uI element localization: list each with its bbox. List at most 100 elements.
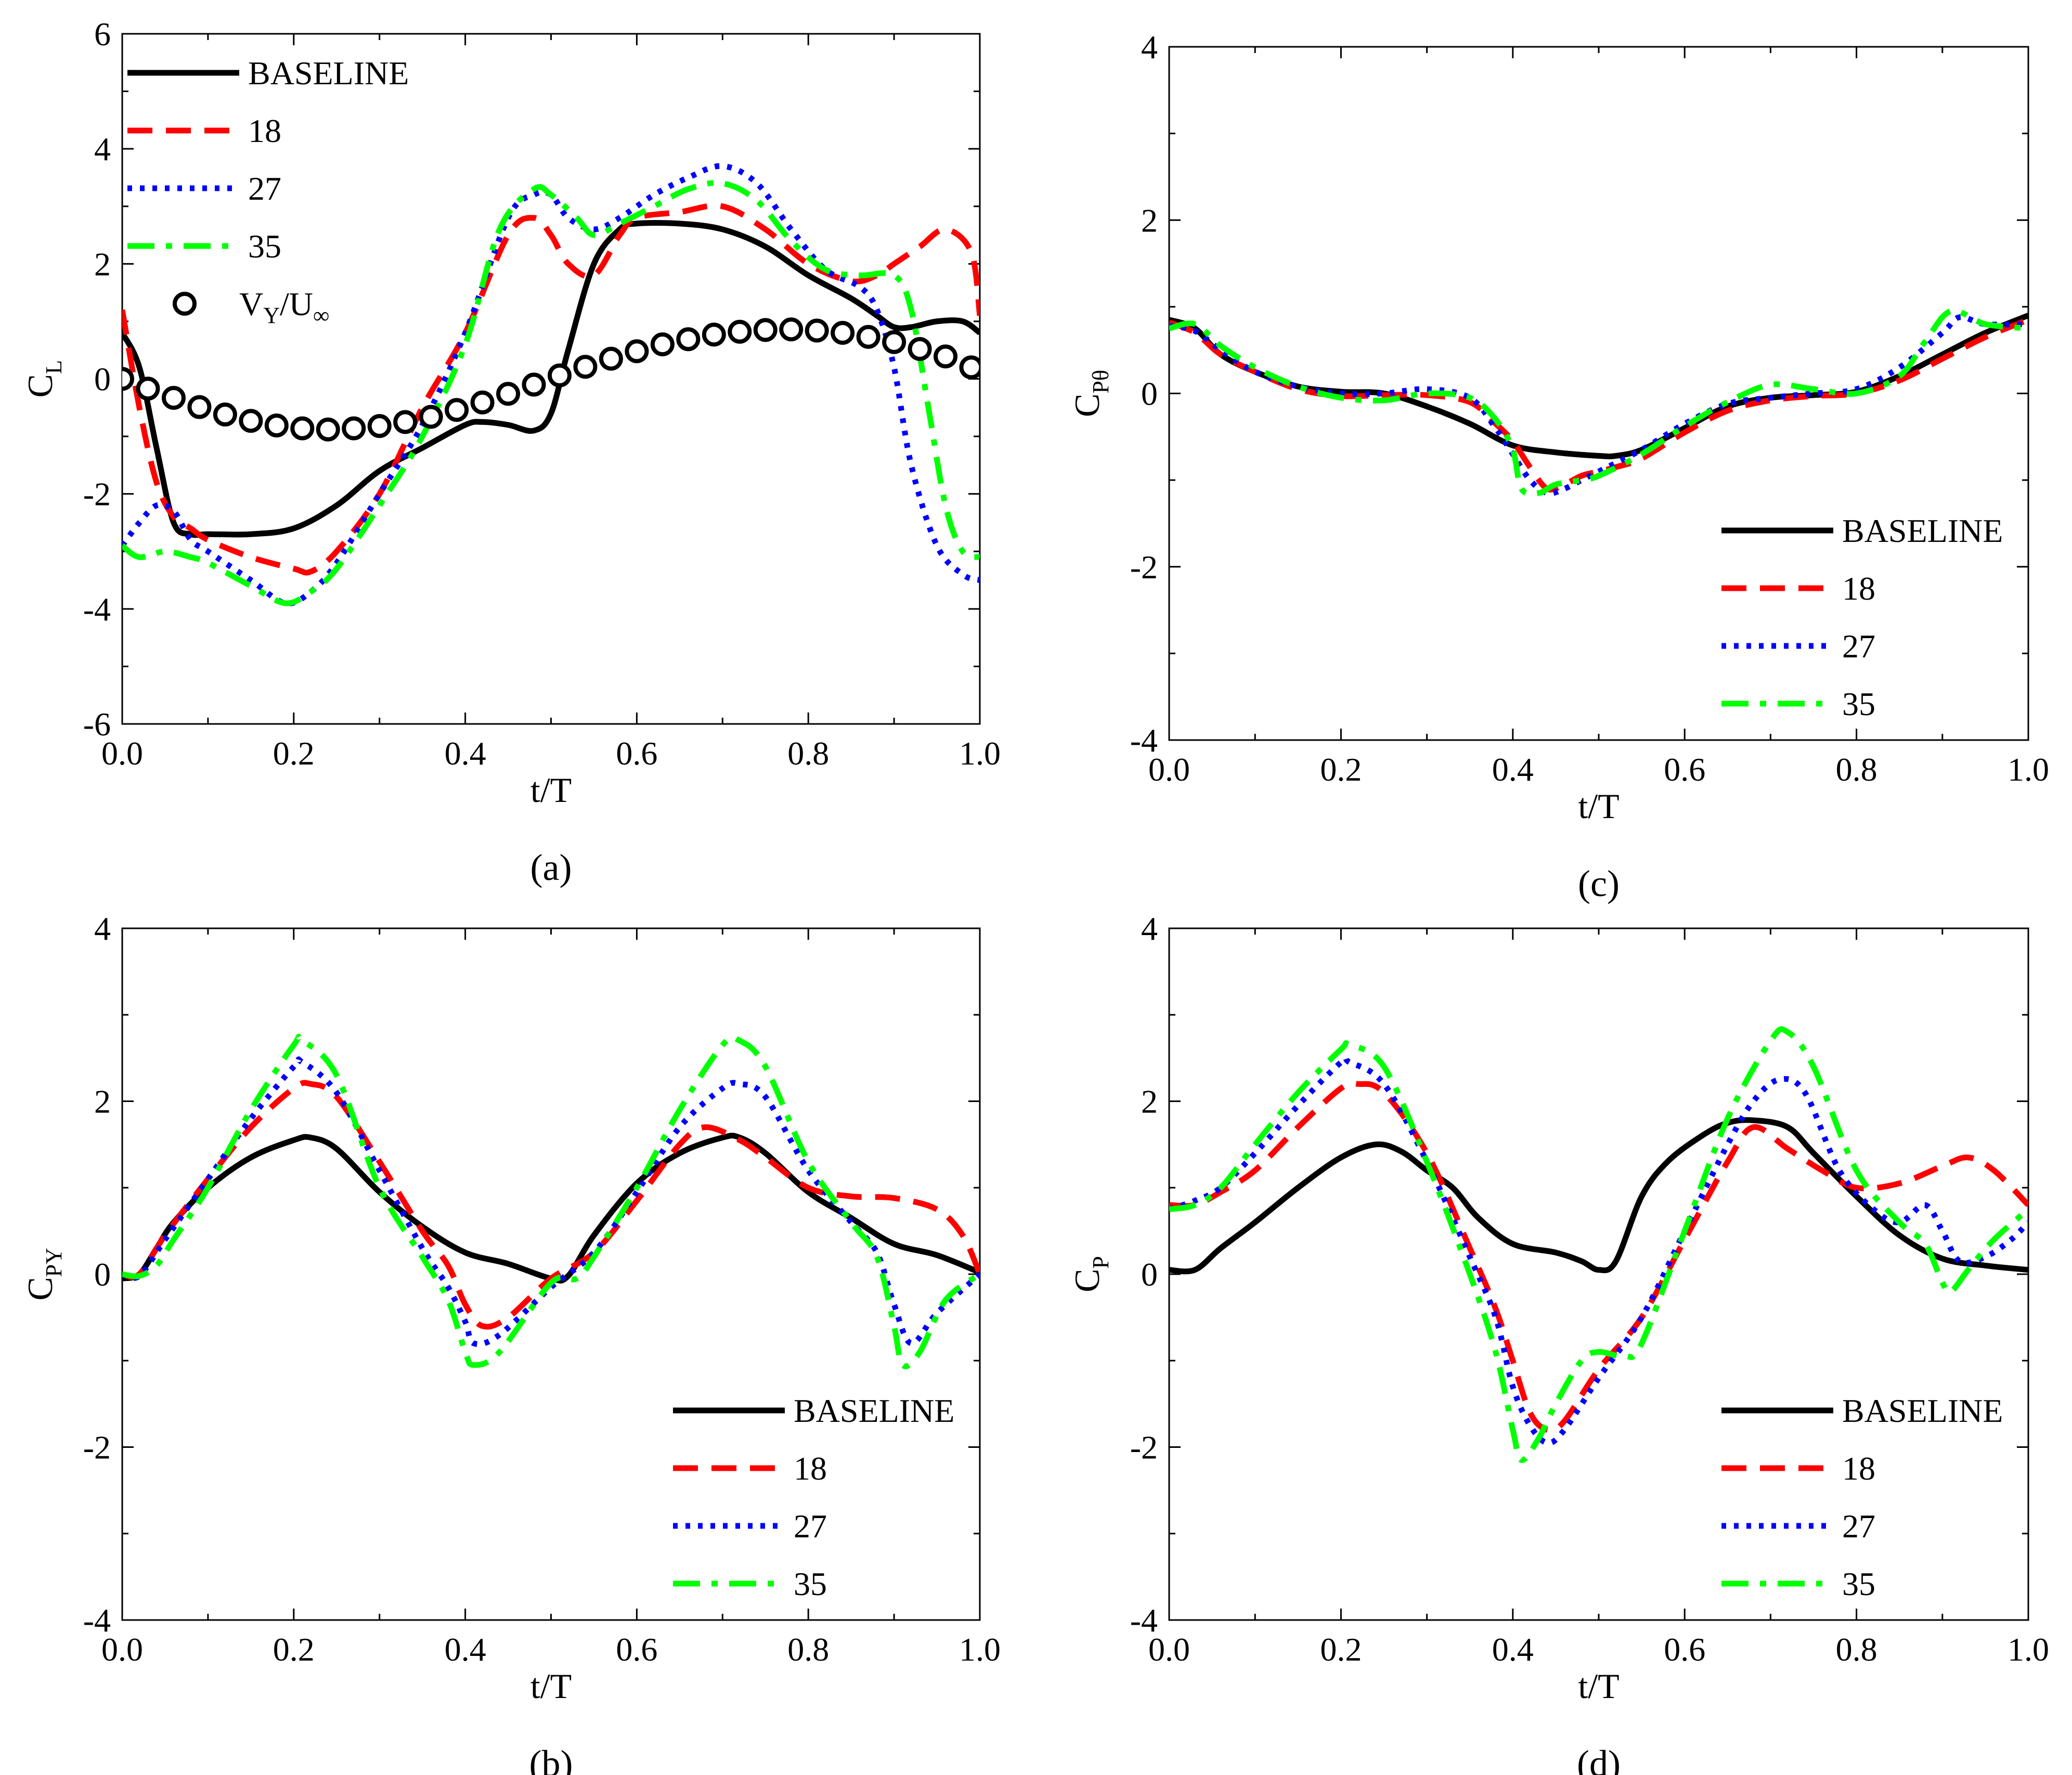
data-point [625, 339, 649, 364]
panel-label: (b) [529, 1743, 573, 1775]
legend-entry: BASELINE [1721, 1392, 2003, 1429]
legend-entry: 27 [1721, 628, 1875, 665]
legend-entry: 27 [127, 170, 281, 207]
x-tick-label: 0.6 [1664, 751, 1705, 788]
legend-label: 27 [794, 1508, 827, 1545]
plot-frame [1168, 46, 2029, 741]
series-line [122, 1133, 980, 1284]
series-35 [1169, 307, 2028, 497]
series-27 [122, 1056, 980, 1348]
x-tick-label: 0.6 [616, 1631, 657, 1668]
panel-label: (c) [1578, 863, 1620, 904]
series-line [122, 1033, 980, 1369]
x-tick-label: 0.0 [1148, 1631, 1190, 1668]
data-point [547, 363, 572, 387]
y-tick-label: -4 [83, 591, 111, 628]
x-tick-label: 0.0 [101, 1631, 143, 1668]
x-tick-label: 0.4 [1492, 1631, 1534, 1668]
legend-entry: 35 [127, 228, 281, 265]
data-point [290, 416, 315, 440]
series-line [1169, 307, 2028, 497]
y-tick-label: 4 [1141, 29, 1158, 66]
series-18 [122, 1080, 980, 1330]
data-point [496, 382, 521, 406]
legend-label: 35 [794, 1565, 827, 1602]
data-point [470, 390, 495, 414]
series-line [1169, 1026, 2028, 1463]
data-point [419, 405, 443, 429]
y-tick-label: 2 [1141, 1083, 1158, 1120]
data-point [367, 414, 392, 438]
series-baseline [1169, 1117, 2028, 1275]
series-27 [1169, 314, 2028, 497]
x-tick-label: 1.0 [959, 735, 1001, 772]
legend-entry: BASELINE [673, 1392, 954, 1429]
series-vyu [122, 317, 980, 442]
y-tick-label: -6 [83, 706, 111, 743]
data-point [676, 327, 701, 352]
x-tick-label: 0.2 [273, 1631, 315, 1668]
x-tick-label: 0.2 [1320, 1631, 1362, 1668]
series-line [122, 1080, 980, 1330]
series-27 [122, 163, 980, 606]
series-line [1169, 1080, 2028, 1434]
x-tick-label: 0.4 [1492, 751, 1534, 788]
series-35 [122, 180, 980, 606]
legend-label: 18 [794, 1450, 827, 1487]
y-axis-label: CPY [20, 1248, 67, 1301]
y-axis-label-sub: P [1088, 1256, 1113, 1268]
legend-label: 27 [1842, 1508, 1875, 1545]
y-tick-label: -2 [83, 476, 111, 513]
chart-panel-c: 0.0 0.2 0.4 0.6 0.8 1.0 -4 -2 0 2 4 t/T CPθ (c) BASELI… [1067, 29, 2049, 904]
data-point [445, 398, 469, 422]
legend-label: BASELINE [248, 55, 409, 92]
x-tick-label: 0.8 [787, 735, 829, 772]
legend-label: BASELINE [1842, 512, 2003, 549]
series-line [122, 1056, 980, 1348]
data-point [136, 377, 160, 401]
x-tick-label: 0.0 [1148, 751, 1190, 788]
y-tick-label: 2 [94, 1083, 111, 1120]
legend-entry: 18 [1721, 570, 1875, 607]
y-tick-label: -2 [1130, 1429, 1158, 1466]
x-tick-label: 0.0 [101, 735, 143, 772]
legend-label: 35 [248, 228, 281, 265]
chart-panel-a: 0.0 0.2 0.4 0.6 0.8 1.0 -6 -4 -2 0 2 4 6 t/T CL (a) BASE… [20, 16, 1001, 888]
legend-entry: VY/U∞ [173, 286, 329, 328]
legend-entry: BASELINE [1721, 512, 2003, 549]
series-baseline [122, 1133, 980, 1284]
legend-label: 18 [248, 112, 281, 149]
x-tick-label: 1.0 [2008, 1631, 2049, 1668]
series-baseline [1169, 313, 2028, 460]
y-tick-label: -4 [83, 1602, 111, 1639]
x-axis-label: t/T [530, 1666, 572, 1706]
y-axis-label-main: C [20, 374, 60, 397]
x-axis-label: t/T [1578, 1666, 1619, 1706]
data-point [831, 321, 855, 345]
x-tick-label: 0.2 [273, 735, 315, 772]
data-point [573, 355, 598, 379]
series-line [122, 202, 980, 576]
y-axis-label-sub: L [41, 360, 67, 374]
chart-panel-d: 0.0 0.2 0.4 0.6 0.8 1.0 -4 -2 0 2 4 t/T CP (d) BASELIN… [1067, 910, 2049, 1775]
x-tick-label: 0.6 [1664, 1631, 1705, 1668]
series-line [1169, 313, 2028, 460]
data-point [959, 355, 980, 380]
data-point [599, 346, 623, 371]
series-18 [1169, 1080, 2028, 1434]
x-tick-label: 1.0 [2008, 751, 2049, 788]
y-tick-label: -2 [83, 1429, 111, 1466]
data-point [316, 417, 340, 442]
y-tick-label: 6 [94, 16, 111, 53]
data-point [856, 325, 880, 349]
legend-label: VY/U∞ [239, 286, 329, 328]
legend-label: BASELINE [1842, 1392, 2003, 1429]
data-point [753, 318, 778, 342]
legend-entry: 27 [1721, 1508, 1875, 1545]
series-35 [122, 1033, 980, 1369]
y-tick-label: -2 [1130, 549, 1158, 586]
panel-label: (d) [1577, 1743, 1621, 1775]
series-18 [1169, 317, 2028, 493]
legend-label: 35 [1842, 685, 1875, 722]
